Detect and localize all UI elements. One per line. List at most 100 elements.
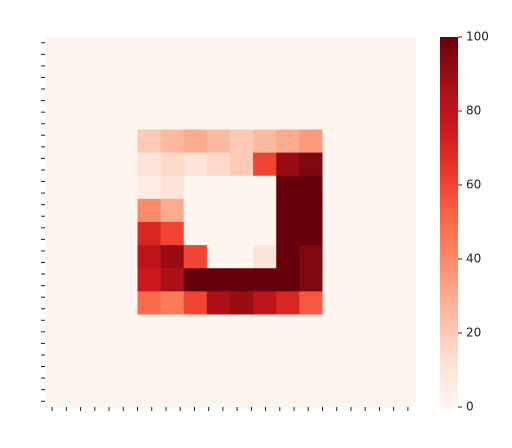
cell <box>68 60 92 84</box>
cell <box>299 268 323 292</box>
cell <box>160 129 185 154</box>
cell <box>276 360 300 385</box>
cell <box>45 106 69 130</box>
cell <box>183 175 208 200</box>
cell <box>322 268 347 292</box>
cell <box>183 383 208 408</box>
cell <box>230 129 254 154</box>
cell <box>322 337 347 362</box>
cell <box>45 291 69 315</box>
cell <box>299 83 323 107</box>
cell <box>137 314 162 339</box>
colorbar-tick-label: 0 <box>466 400 474 414</box>
cell <box>253 268 277 292</box>
cell <box>368 245 393 269</box>
cell <box>368 175 393 200</box>
cell <box>160 83 185 107</box>
cell <box>322 245 347 269</box>
cell <box>299 314 323 339</box>
cell <box>276 106 300 130</box>
cell <box>391 360 416 385</box>
cell <box>276 175 300 200</box>
cell <box>345 198 370 223</box>
cell <box>114 60 138 84</box>
cell <box>230 175 254 200</box>
cell <box>230 314 254 339</box>
cell <box>345 222 370 246</box>
cell <box>276 222 300 246</box>
cell <box>253 222 277 246</box>
cell <box>68 106 92 130</box>
cell <box>114 291 138 315</box>
cell <box>322 106 347 130</box>
cell <box>137 198 162 223</box>
cell <box>276 268 300 292</box>
cell <box>114 360 138 385</box>
cell <box>68 360 92 385</box>
cell <box>253 129 277 154</box>
cell <box>137 222 162 246</box>
cell <box>299 37 323 61</box>
cell <box>68 37 92 61</box>
cell <box>206 129 231 154</box>
cell <box>160 360 185 385</box>
cell <box>391 37 416 61</box>
cell <box>45 245 69 269</box>
cell <box>68 314 92 339</box>
cell <box>253 106 277 130</box>
cell <box>391 337 416 362</box>
cell <box>276 314 300 339</box>
cell <box>276 337 300 362</box>
cell <box>68 175 92 200</box>
cell <box>391 175 416 200</box>
cell <box>160 383 185 408</box>
cell <box>206 383 231 408</box>
cell <box>68 268 92 292</box>
cell <box>391 83 416 107</box>
cell <box>391 198 416 223</box>
cell <box>137 152 162 177</box>
cell <box>345 106 370 130</box>
cell <box>368 360 393 385</box>
cell <box>91 314 115 339</box>
cell <box>45 360 69 385</box>
cell <box>253 37 277 61</box>
cell <box>230 222 254 246</box>
cell <box>114 337 138 362</box>
cell <box>276 129 300 154</box>
cell <box>391 245 416 269</box>
cell <box>183 129 208 154</box>
cell <box>137 37 162 61</box>
cell <box>345 337 370 362</box>
colorbar <box>440 37 458 407</box>
cell <box>322 383 347 408</box>
cell <box>253 152 277 177</box>
cell <box>206 360 231 385</box>
cell <box>322 360 347 385</box>
cell <box>322 222 347 246</box>
cell <box>160 106 185 130</box>
cell <box>345 37 370 61</box>
cell <box>322 175 347 200</box>
cell <box>91 60 115 84</box>
cell <box>91 106 115 130</box>
cell <box>230 152 254 177</box>
cell <box>68 291 92 315</box>
cell <box>391 60 416 84</box>
cell <box>91 360 115 385</box>
cell <box>137 106 162 130</box>
cell <box>91 175 115 200</box>
cell <box>322 291 347 315</box>
colorbar-tick-label: 100 <box>466 30 489 44</box>
cell <box>368 222 393 246</box>
cell <box>230 291 254 315</box>
cell <box>114 222 138 246</box>
cell <box>160 291 185 315</box>
cell <box>183 360 208 385</box>
cell <box>276 60 300 84</box>
cell <box>206 175 231 200</box>
cell <box>68 152 92 177</box>
cell <box>322 198 347 223</box>
